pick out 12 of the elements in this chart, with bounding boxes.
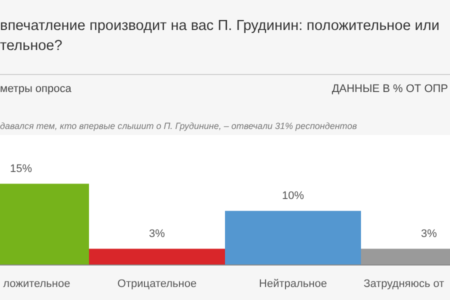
text: давался тем, кто впервые слышит о П. Грудинине, – отвечали 31% респондентов: [0, 121, 357, 131]
text: ДАННЫЕ В % ОТ ОПР: [332, 83, 448, 95]
chart-title: впечатление производит на вас П. Грудинин: положительное или тельное?: [0, 17, 440, 56]
data-label: 15%: [10, 162, 32, 175]
x-tick-label: Отрицательное: [117, 278, 197, 290]
x-tick-label: Нейтральное: [259, 278, 327, 290]
data-label: 3%: [149, 228, 166, 240]
x-tick-label: Затрудняюсь от: [364, 278, 444, 290]
data-label: 10%: [282, 190, 304, 202]
x-tick-label: ложительное: [3, 278, 70, 290]
text: метры опроса: [0, 83, 72, 95]
data-label: 3%: [421, 228, 438, 240]
